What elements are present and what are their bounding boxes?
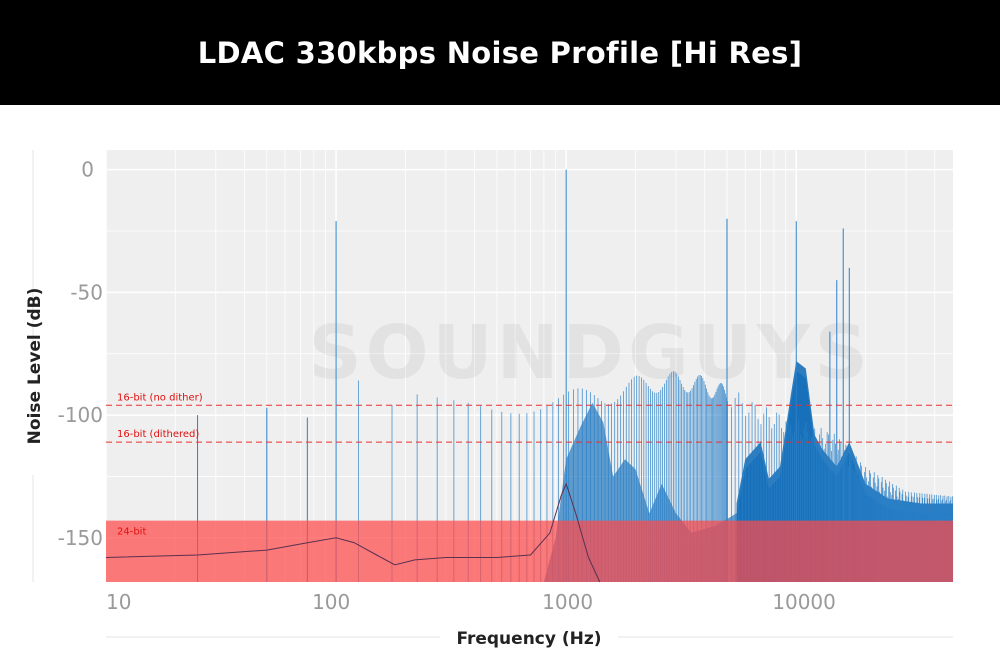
y-tick-label: -150 [58, 526, 103, 550]
y-tick-label: -100 [58, 403, 103, 427]
x-tick-label: 10 [106, 590, 131, 614]
ref-label-16bit-dithered: 16-bit (dithered) [117, 429, 199, 440]
x-axis-ticks: 10 100 1000 10000 [106, 590, 836, 614]
reference-lines: 16-bit (no dither) 16-bit (dithered) [106, 392, 953, 443]
y-tick-label: -50 [70, 280, 103, 304]
24-bit-label: 24-bit [117, 527, 146, 538]
ref-label-16bit-no-dither: 16-bit (no dither) [117, 392, 203, 403]
x-tick-label: 10000 [772, 590, 836, 614]
noise-floor-line [105, 482, 601, 583]
y-tick-label: 0 [81, 158, 94, 182]
noise-floor [105, 482, 601, 583]
x-tick-label: 100 [312, 590, 350, 614]
x-axis-label: Frequency (Hz) [456, 629, 601, 649]
x-tick-label: 1000 [542, 590, 593, 614]
watermark: SOUNDGUYS [308, 310, 871, 396]
y-axis-ticks: 0 -50 -100 -150 [58, 158, 103, 550]
24-bit-region [106, 520, 953, 582]
y-axis-label: Noise Level (dB) [25, 288, 45, 445]
title-bar: LDAC 330kbps Noise Profile [Hi Res] [0, 0, 1000, 105]
chart-title: LDAC 330kbps Noise Profile [Hi Res] [197, 35, 803, 70]
